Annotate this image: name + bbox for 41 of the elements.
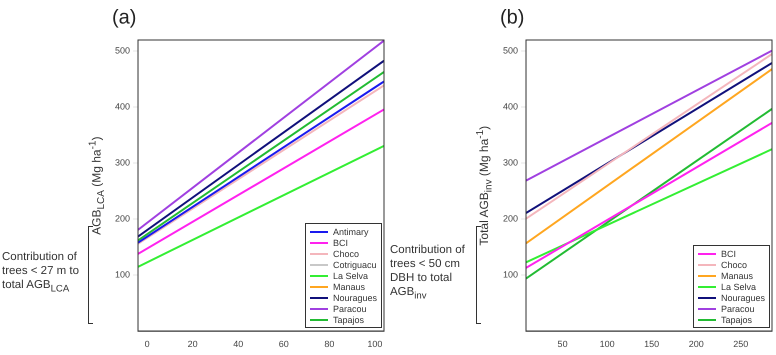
legend-label: Choco <box>333 248 360 259</box>
y-tick-label: 100 <box>502 270 518 280</box>
legend-label: Antimary <box>333 226 369 237</box>
y-tick-label: 500 <box>114 46 130 56</box>
legend-label: Choco <box>721 260 748 270</box>
chart-title: (a) <box>112 6 136 29</box>
x-tick-label: 50 <box>558 339 568 350</box>
text: Contribution of trees < 50 cm DBH to total AGB$_{inv}$ <box>390 243 466 304</box>
legend-label: Paracou <box>721 304 755 314</box>
y-tick-label: 500 <box>502 46 518 56</box>
legend-label: Tapajos <box>333 314 364 325</box>
x-tick-label: 150 <box>644 339 660 350</box>
y-tick-label: 200 <box>114 214 130 224</box>
x-tick-label: 100 <box>600 339 615 350</box>
legend-label: BCI <box>333 238 348 248</box>
x-tick-label: 200 <box>688 339 704 350</box>
legend-label: La Selva <box>721 282 756 292</box>
legend-label: Manaus <box>721 270 754 281</box>
legend-label: La Selva <box>333 270 368 281</box>
x-tick-label: 0 <box>144 339 150 350</box>
legend-label: Manaus <box>333 282 366 292</box>
y-tick-label: 400 <box>114 102 130 112</box>
legend-label: Tapajos <box>721 314 752 325</box>
y-tick-label: 400 <box>502 102 518 112</box>
chart-title: (b) <box>500 6 524 29</box>
x-tick-label: 250 <box>733 339 748 350</box>
x-tick-label: 60 <box>278 339 289 350</box>
y-tick-label: 300 <box>502 158 518 168</box>
legend-label: Paracou <box>333 304 367 314</box>
x-tick-label: 20 <box>188 339 198 350</box>
legend-label: Nouragues <box>721 292 766 303</box>
legend-label: Nouragues <box>333 292 378 303</box>
text: Contribution of trees < 27 m to total AGB$_{LCA}$ <box>2 250 80 296</box>
y-tick-label: 300 <box>114 158 130 168</box>
y-tick-label: 200 <box>502 214 518 224</box>
legend-label: Cotriguacu <box>333 260 377 270</box>
x-tick-label: 80 <box>324 339 334 350</box>
x-tick-label: 100 <box>367 339 382 350</box>
x-tick-label: 40 <box>233 339 244 350</box>
legend-label: BCI <box>721 248 736 259</box>
y-tick-label: 100 <box>114 270 130 280</box>
